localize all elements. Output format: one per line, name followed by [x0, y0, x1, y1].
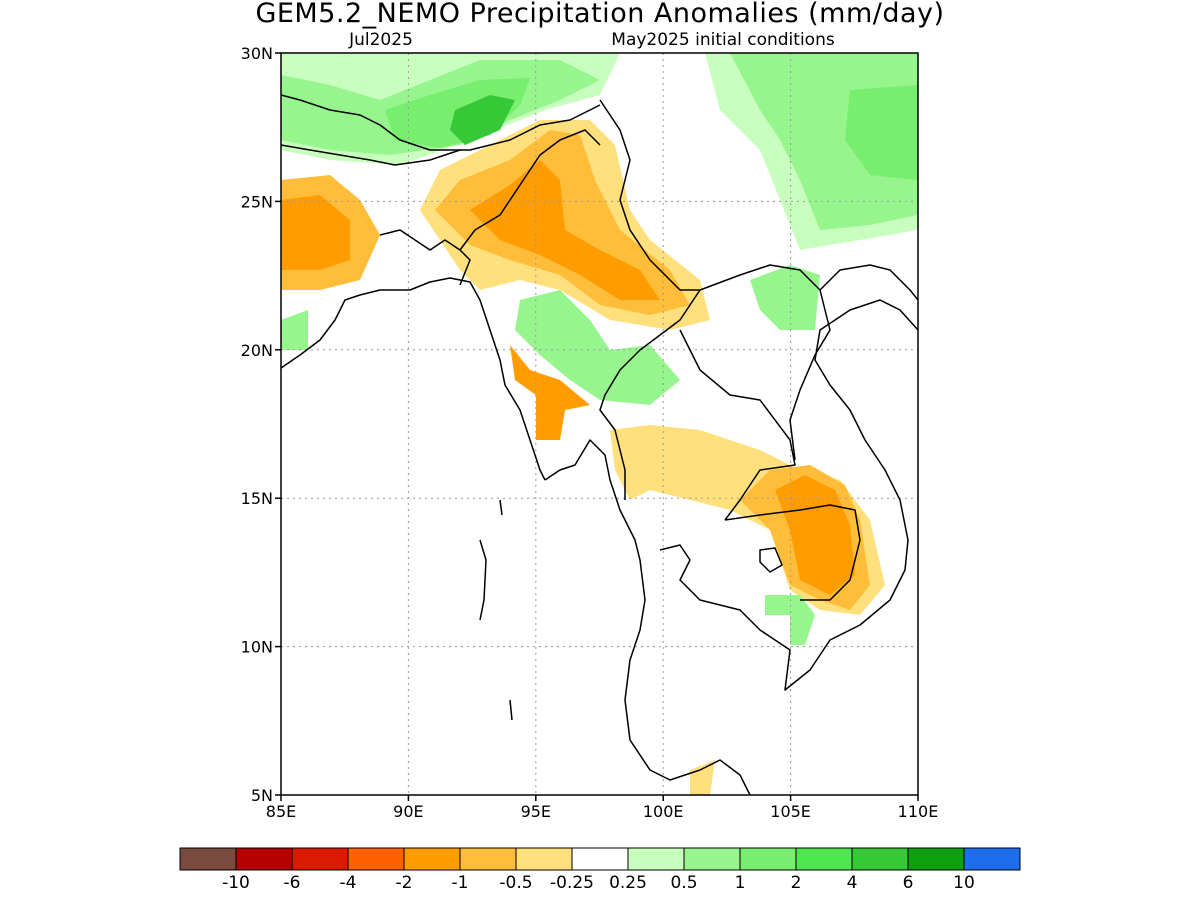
colorbar-label: 4	[847, 873, 858, 893]
anomaly-region-south-china-wet-core	[845, 85, 918, 180]
colorbar-swatch	[795, 847, 853, 871]
colorbar: -10 -6 -4 -2 -1 -0.5 -0.25 0.25 0.5 1 2 4 6 10	[179, 847, 1021, 893]
anomaly-region-myanmar-dry-core	[470, 160, 660, 300]
x-tick-label: 85E	[266, 802, 296, 821]
colorbar-label: -1	[452, 873, 469, 893]
border-india-nepal	[281, 94, 601, 151]
x-tick-label: 95E	[521, 802, 551, 821]
coastline-india-bay	[281, 277, 546, 481]
coastline-andaman	[544, 439, 751, 795]
anomaly-region-south-myanmar-dry	[510, 345, 590, 440]
y-axis-ticks: 5N 10N 15N 20N 25N 30N	[241, 44, 281, 805]
colorbar-swatch	[459, 847, 517, 871]
anomaly-region-central-myanmar-wet	[515, 290, 680, 405]
chart-title: GEM5.2_NEMO Precipitation Anomalies (mm/…	[255, 0, 944, 29]
map-panel: 85E 90E 95E 100E 105E 110E 5N 10N 15N 20N 25N 30N	[241, 44, 939, 821]
island-tonle-sap	[759, 547, 783, 573]
anomaly-shading	[281, 53, 918, 795]
colorbar-swatch	[963, 847, 1021, 871]
colorbar-swatch	[851, 847, 909, 871]
colorbar-label: 10	[953, 873, 975, 893]
anomaly-region-cambodia-dry-core	[775, 475, 855, 595]
grid-lines	[281, 53, 918, 795]
border-cambodia	[724, 504, 861, 601]
anomaly-region-west-bengal-dry-core	[281, 195, 350, 270]
colorbar-swatch	[403, 847, 461, 871]
colorbar-label: 2	[791, 873, 802, 893]
colorbar-label: 0.25	[609, 873, 647, 893]
colorbar-label: -0.5	[499, 873, 532, 893]
colorbar-label: 0.5	[670, 873, 697, 893]
x-tick-label: 105E	[770, 802, 811, 821]
colorbar-swatch	[291, 847, 349, 871]
coastlines	[281, 94, 918, 795]
colorbar-swatch	[683, 847, 741, 871]
islands-andaman	[479, 499, 513, 721]
colorbar-label: -2	[396, 873, 413, 893]
border-vietnam-china	[819, 264, 918, 301]
subtitle-initial-conditions: May2025 initial conditions	[611, 30, 835, 50]
anomaly-region-bay-of-bengal-wet	[281, 310, 308, 350]
colorbar-swatch	[907, 847, 965, 871]
colorbar-swatch	[571, 847, 629, 871]
y-tick-label: 10N	[241, 638, 273, 657]
colorbar-swatch	[627, 847, 685, 871]
colorbar-label: -6	[284, 873, 301, 893]
anomaly-region-malay-dry	[690, 760, 715, 795]
border-thailand-laos	[679, 329, 796, 521]
colorbar-swatch	[179, 847, 237, 871]
y-tick-label: 25N	[241, 192, 273, 211]
colorbar-label: -10	[222, 873, 250, 893]
anomaly-region-himalaya-wet-peak	[450, 95, 515, 145]
border-myanmar-thailand	[599, 289, 701, 500]
colorbar-label: -0.25	[550, 873, 594, 893]
colorbar-label: 6	[903, 873, 914, 893]
subtitle-month: Jul2025	[348, 30, 413, 50]
colorbar-swatch	[515, 847, 573, 871]
x-tick-label: 100E	[643, 802, 684, 821]
y-tick-label: 15N	[241, 489, 273, 508]
x-axis-ticks: 85E 90E 95E 100E 105E 110E	[266, 795, 939, 821]
colorbar-swatch	[235, 847, 293, 871]
y-tick-label: 20N	[241, 341, 273, 360]
border-myanmar-india	[459, 129, 601, 251]
x-tick-label: 90E	[393, 802, 423, 821]
y-tick-label: 5N	[251, 786, 273, 805]
border-himalaya	[281, 144, 461, 166]
colorbar-swatch	[739, 847, 797, 871]
coastline-gulf-of-thailand	[659, 299, 918, 691]
x-tick-label: 110E	[898, 802, 939, 821]
border-myanmar-china	[599, 99, 700, 291]
border-bangladesh	[379, 229, 471, 286]
map-frame	[280, 52, 919, 796]
colorbar-swatch	[347, 847, 405, 871]
y-tick-label: 30N	[241, 44, 273, 63]
border-laos	[699, 264, 831, 461]
anomaly-region-mekong-wet	[765, 595, 815, 645]
colorbar-label: 1	[735, 873, 746, 893]
colorbar-label: -4	[340, 873, 357, 893]
anomaly-region-laos-wet	[750, 265, 820, 330]
